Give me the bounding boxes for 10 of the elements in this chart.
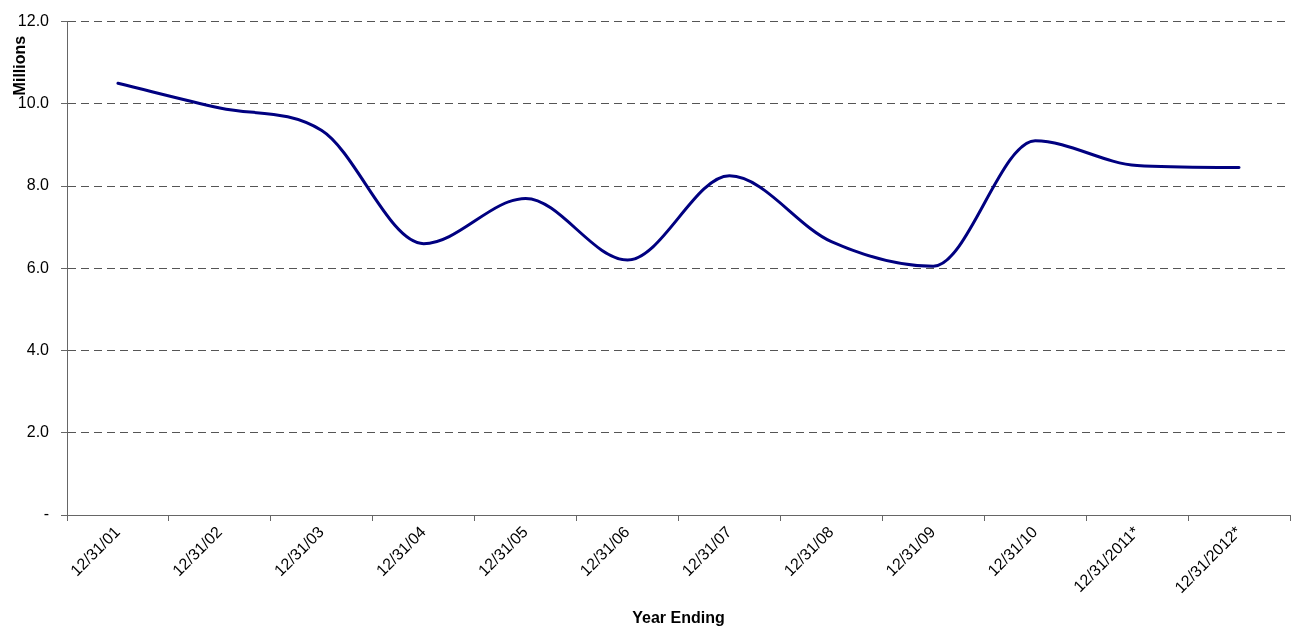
line-series <box>116 81 1241 268</box>
x-axis-title: Year Ending <box>632 608 725 626</box>
y-tick-label: 12.0 <box>17 12 50 30</box>
y-tick-label: 8.0 <box>26 176 50 194</box>
y-tick-label: - <box>43 505 49 523</box>
y-tick-label: 6.0 <box>26 258 50 276</box>
y-tick-label: 10.0 <box>17 94 50 112</box>
y-axis-title: Millions <box>11 35 29 96</box>
y-tick-label: 4.0 <box>26 340 50 358</box>
y-tick-label: 2.0 <box>26 423 50 441</box>
